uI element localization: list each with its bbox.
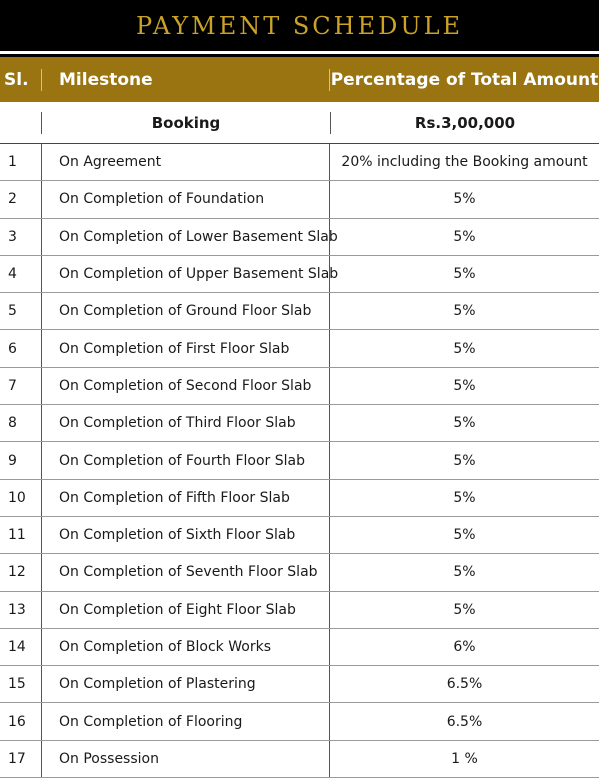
- header-percentage: Percentage of Total Amount: [329, 68, 599, 91]
- header-milestone: Milestone: [41, 68, 329, 91]
- milestone-cell: On Completion of Upper Basement Slab: [41, 255, 338, 293]
- milestone-cell: On Completion of Seventh Floor Slab: [41, 554, 329, 591]
- schedule-table-body: 1 On Agreement 20% including the Booking a…: [0, 144, 599, 778]
- title-bar: PAYMENT SCHEDULE: [0, 0, 599, 51]
- milestone-cell: On Completion of Third Floor Slab: [41, 405, 329, 442]
- table-row: 13 On Completion of Eight Floor Slab 5%: [0, 591, 599, 629]
- percentage-cell: 5%: [329, 293, 599, 330]
- sl-cell: 9: [8, 452, 17, 469]
- percentage-cell: 5%: [329, 442, 599, 479]
- page-title: PAYMENT SCHEDULE: [135, 11, 464, 40]
- table-row: 11 On Completion of Sixth Floor Slab 5%: [0, 516, 599, 555]
- percentage-cell: 5%: [329, 516, 599, 554]
- table-row: 15 On Completion of Plastering 6.5%: [0, 666, 599, 704]
- table-row: 4 On Completion of Upper Basement Slab 5%: [0, 255, 599, 294]
- sl-cell: 5: [8, 303, 17, 320]
- percentage-cell: 20% including the Booking amount: [329, 144, 599, 181]
- table-row: 14 On Completion of Block Works 6%: [0, 628, 599, 667]
- sl-cell: 6: [8, 340, 17, 357]
- sl-cell: 7: [8, 377, 17, 394]
- percentage-cell: 6.5%: [329, 666, 599, 703]
- percentage-cell: 6%: [329, 628, 599, 666]
- table-row: 8 On Completion of Third Floor Slab 5%: [0, 405, 599, 443]
- table-row: 10 On Completion of Fifth Floor Slab 5%: [0, 479, 599, 517]
- sl-cell: 8: [8, 415, 17, 432]
- percentage-cell: 5%: [329, 218, 599, 255]
- table-row: 12 On Completion of Seventh Floor Slab 5%: [0, 554, 599, 592]
- sl-cell: 10: [8, 489, 26, 506]
- milestone-cell: On Completion of Flooring: [41, 703, 329, 740]
- sl-cell: 15: [8, 676, 26, 693]
- sl-cell: 12: [8, 564, 26, 581]
- milestone-cell: On Completion of Foundation: [41, 181, 329, 218]
- sl-cell: 17: [8, 750, 26, 767]
- milestone-cell: On Completion of Fourth Floor Slab: [41, 442, 329, 479]
- divider: [0, 54, 599, 57]
- table-row: 1 On Agreement 20% including the Booking a…: [0, 144, 599, 182]
- booking-label: Booking: [41, 111, 330, 134]
- sl-cell: 3: [8, 228, 17, 245]
- percentage-cell: 6.5%: [329, 703, 599, 740]
- milestone-cell: On Completion of Fifth Floor Slab: [41, 479, 329, 516]
- booking-row: Booking Rs.3,00,000: [0, 102, 599, 144]
- milestone-cell: On Completion of First Floor Slab: [41, 330, 329, 367]
- table-row: 3 On Completion of Lower Basement Slab 5%: [0, 218, 599, 256]
- milestone-cell: On Completion of Plastering: [41, 666, 329, 703]
- table-row: 17 On Possession 1 %: [0, 740, 599, 778]
- milestone-cell: On Agreement: [41, 144, 329, 181]
- percentage-cell: 5%: [329, 554, 599, 591]
- table-row: 9 On Completion of Fourth Floor Slab 5%: [0, 442, 599, 480]
- table-row: 5 On Completion of Ground Floor Slab 5%: [0, 293, 599, 331]
- milestone-cell: On Completion of Block Works: [41, 628, 329, 666]
- milestone-cell: On Completion of Sixth Floor Slab: [41, 516, 329, 554]
- sl-cell: 2: [8, 191, 17, 208]
- percentage-cell: 5%: [329, 367, 599, 405]
- booking-amount: Rs.3,00,000: [330, 111, 599, 134]
- percentage-cell: 5%: [329, 255, 599, 293]
- table-row: 16 On Completion of Flooring 6.5%: [0, 703, 599, 741]
- milestone-cell: On Completion of Eight Floor Slab: [41, 591, 329, 628]
- percentage-cell: 5%: [329, 405, 599, 442]
- table-row: 7 On Completion of Second Floor Slab 5%: [0, 367, 599, 406]
- sl-cell: 16: [8, 713, 26, 730]
- milestone-cell: On Completion of Lower Basement Slab: [41, 218, 338, 255]
- table-row: 2 On Completion of Foundation 5%: [0, 181, 599, 219]
- percentage-cell: 5%: [329, 479, 599, 516]
- milestone-cell: On Completion of Ground Floor Slab: [41, 293, 329, 330]
- divider: [0, 51, 599, 54]
- milestone-cell: On Possession: [41, 740, 329, 778]
- milestone-cell: On Completion of Second Floor Slab: [41, 367, 329, 405]
- table-header: Sl. Milestone Percentage of Total Amount: [0, 57, 599, 102]
- percentage-cell: 1 %: [329, 740, 599, 778]
- percentage-cell: 5%: [329, 181, 599, 218]
- sl-cell: 11: [8, 527, 26, 544]
- sl-cell: 4: [8, 266, 17, 283]
- percentage-cell: 5%: [329, 591, 599, 628]
- sl-cell: 14: [8, 639, 26, 655]
- sl-cell: 13: [8, 601, 26, 618]
- table-row: 6 On Completion of First Floor Slab 5%: [0, 330, 599, 368]
- header-sl: Sl.: [4, 69, 29, 90]
- sl-cell: 1: [8, 154, 17, 171]
- percentage-cell: 5%: [329, 330, 599, 367]
